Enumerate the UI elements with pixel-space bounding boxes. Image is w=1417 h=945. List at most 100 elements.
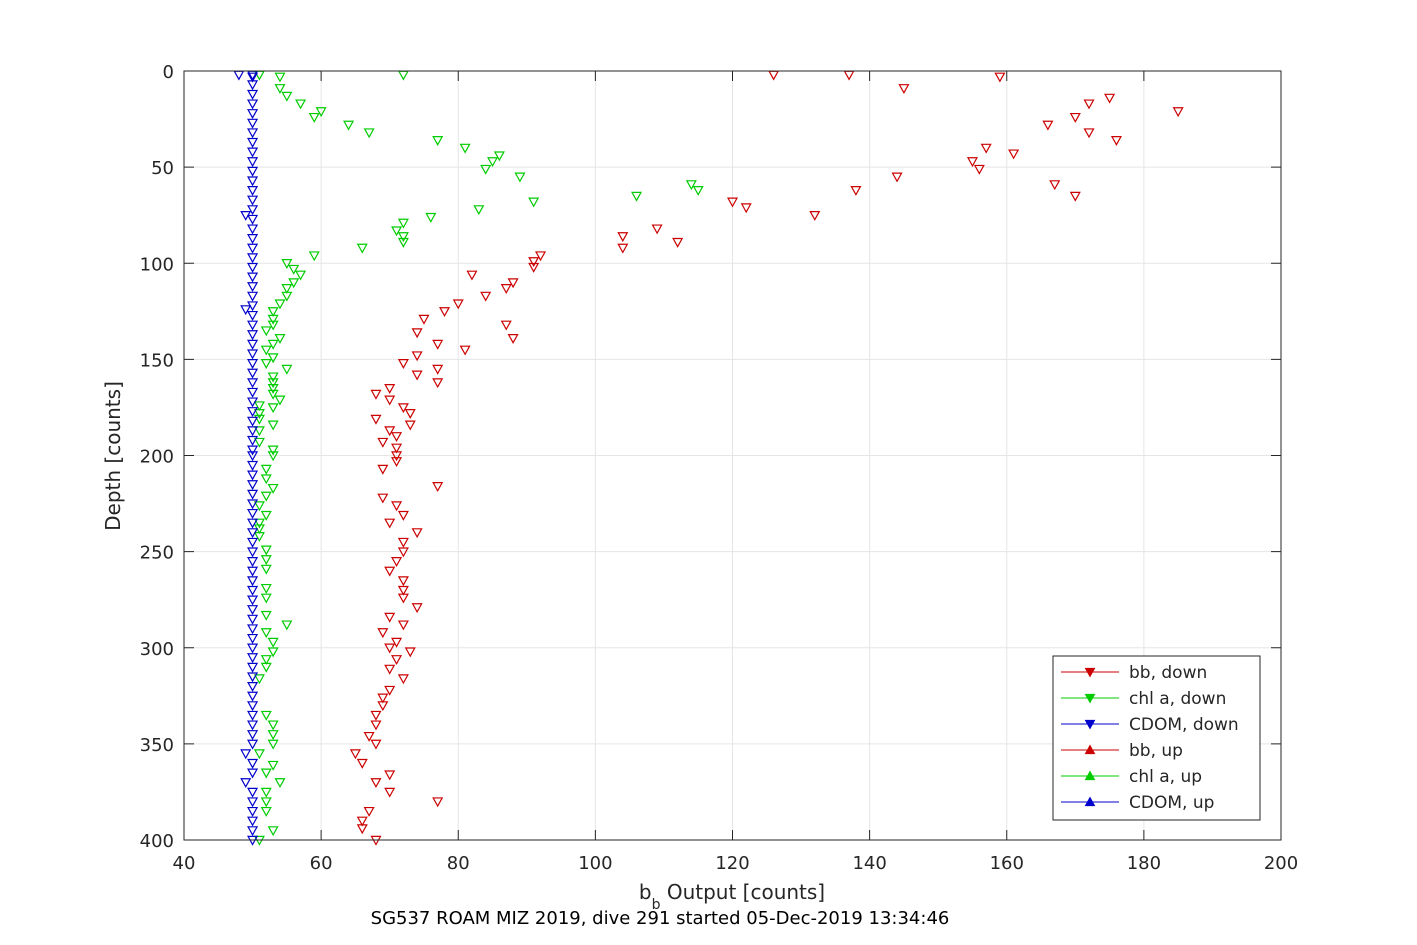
chl-a-down-point bbox=[281, 259, 293, 269]
chl-a-down-point bbox=[260, 662, 272, 673]
chl-a-down-point bbox=[260, 583, 272, 594]
chl-a-down-point bbox=[260, 797, 272, 808]
y-tick-label: 400 bbox=[140, 831, 174, 852]
bb-down-point bbox=[356, 816, 368, 827]
cdom-down-point bbox=[247, 576, 259, 587]
legend-label-bb-up: bb, up bbox=[1129, 741, 1183, 761]
cdom-down-point bbox=[247, 445, 259, 456]
x-tick-label: 40 bbox=[173, 853, 196, 874]
bb-down-point bbox=[391, 557, 403, 567]
legend-label-cdom-down: CDOM, down bbox=[1129, 715, 1239, 735]
bb-down-point bbox=[500, 284, 512, 294]
bb-down-point bbox=[391, 501, 403, 512]
y-tick-label: 50 bbox=[151, 158, 174, 179]
cdom-down-point bbox=[247, 243, 259, 254]
chl-a-down-point bbox=[685, 180, 697, 191]
bb-down-point bbox=[1069, 112, 1081, 123]
legend-marker-cdom-down bbox=[1084, 719, 1096, 730]
chl-a-down-point bbox=[267, 372, 279, 383]
cdom-down-point bbox=[247, 518, 259, 529]
bb-down-point bbox=[507, 334, 519, 344]
bb-down-point bbox=[452, 299, 464, 310]
cdom-down-point bbox=[247, 451, 259, 462]
cdom-down-point bbox=[247, 109, 259, 120]
x-tick-label: 60 bbox=[310, 853, 333, 874]
chl-a-down-point bbox=[528, 197, 540, 208]
bb-down-point bbox=[411, 528, 423, 539]
chl-a-down-point bbox=[260, 593, 272, 604]
bb-down-point bbox=[528, 257, 540, 268]
cdom-down-point bbox=[247, 662, 259, 673]
x-tick-label: 140 bbox=[852, 853, 886, 874]
chl-a-down-point bbox=[253, 532, 265, 542]
bb-down-point bbox=[356, 758, 368, 769]
cdom-down-point bbox=[247, 272, 259, 283]
chl-a-down-point bbox=[267, 637, 279, 648]
bb-down-point bbox=[370, 778, 382, 789]
bb-down-point bbox=[500, 320, 512, 331]
bb-down-point bbox=[432, 378, 444, 389]
bb-down-point bbox=[397, 585, 409, 596]
x-tick-label: 200 bbox=[1264, 853, 1298, 874]
cdom-down-point bbox=[247, 310, 259, 321]
cdom-down-point bbox=[247, 137, 259, 148]
chl-a-down-point bbox=[260, 768, 272, 779]
cdom-down-point bbox=[247, 166, 259, 177]
cdom-down-point bbox=[247, 89, 259, 100]
bb-down-point bbox=[391, 432, 403, 443]
bb-down-point bbox=[672, 237, 684, 248]
bb-down-point bbox=[391, 443, 403, 454]
bb-down-point bbox=[432, 339, 444, 350]
bb-down-point bbox=[404, 420, 416, 431]
cdom-down-point bbox=[247, 359, 259, 369]
chl-a-down-point bbox=[260, 474, 272, 485]
bb-down-point bbox=[377, 464, 389, 475]
cdom-down-point bbox=[247, 816, 259, 827]
bb-down-point bbox=[1083, 128, 1095, 139]
chl-a-down-point bbox=[356, 243, 368, 254]
bb-down-point bbox=[384, 518, 396, 529]
chl-a-down-point bbox=[253, 437, 265, 448]
cdom-down-point bbox=[247, 480, 259, 491]
chl-a-down-point bbox=[267, 314, 279, 325]
bb-down-point bbox=[391, 451, 403, 462]
cdom-down-point bbox=[247, 185, 259, 196]
bb-down-point bbox=[966, 157, 978, 168]
figure-caption: SG537 ROAM MIZ 2019, dive 291 started 05… bbox=[371, 908, 950, 929]
chl-a-down-point bbox=[274, 334, 286, 344]
cdom-down-point bbox=[247, 758, 259, 769]
bb-down-point bbox=[480, 291, 492, 302]
chl-a-down-point bbox=[308, 112, 320, 123]
cdom-down-point bbox=[247, 349, 259, 360]
cdom-down-point bbox=[247, 633, 259, 644]
bb-down-point bbox=[528, 262, 540, 273]
chl-a-down-point bbox=[267, 378, 279, 389]
cdom-down-point bbox=[247, 768, 259, 779]
chl-a-down-point bbox=[281, 284, 293, 294]
chl-a-down-point bbox=[267, 339, 279, 350]
bb-down-point bbox=[384, 770, 396, 781]
cdom-down-point bbox=[247, 585, 259, 596]
data-markers bbox=[233, 70, 1184, 846]
chl-a-down-point bbox=[267, 451, 279, 462]
chl-a-down-point bbox=[260, 806, 272, 817]
chl-a-down-point bbox=[260, 359, 272, 369]
cdom-down-point bbox=[247, 262, 259, 273]
bb-down-point bbox=[370, 710, 382, 721]
cdom-down-point bbox=[247, 605, 259, 616]
legend-marker-chl-a-down bbox=[1084, 693, 1096, 704]
chl-a-down-point bbox=[281, 91, 293, 102]
cdom-down-point bbox=[247, 701, 259, 712]
cdom-down-point bbox=[247, 489, 259, 500]
bb-down-point bbox=[1042, 120, 1054, 131]
cdom-down-point bbox=[247, 176, 259, 187]
bb-down-point bbox=[432, 364, 444, 375]
chl-a-down-point bbox=[480, 164, 492, 175]
chl-a-down-point bbox=[493, 151, 505, 162]
chl-a-down-point bbox=[253, 749, 265, 760]
chl-a-down-point bbox=[267, 647, 279, 658]
bb-down-point bbox=[384, 612, 396, 623]
cdom-down-point bbox=[240, 749, 252, 760]
bb-down-point bbox=[432, 482, 444, 492]
x-tick-label: 100 bbox=[578, 853, 612, 874]
